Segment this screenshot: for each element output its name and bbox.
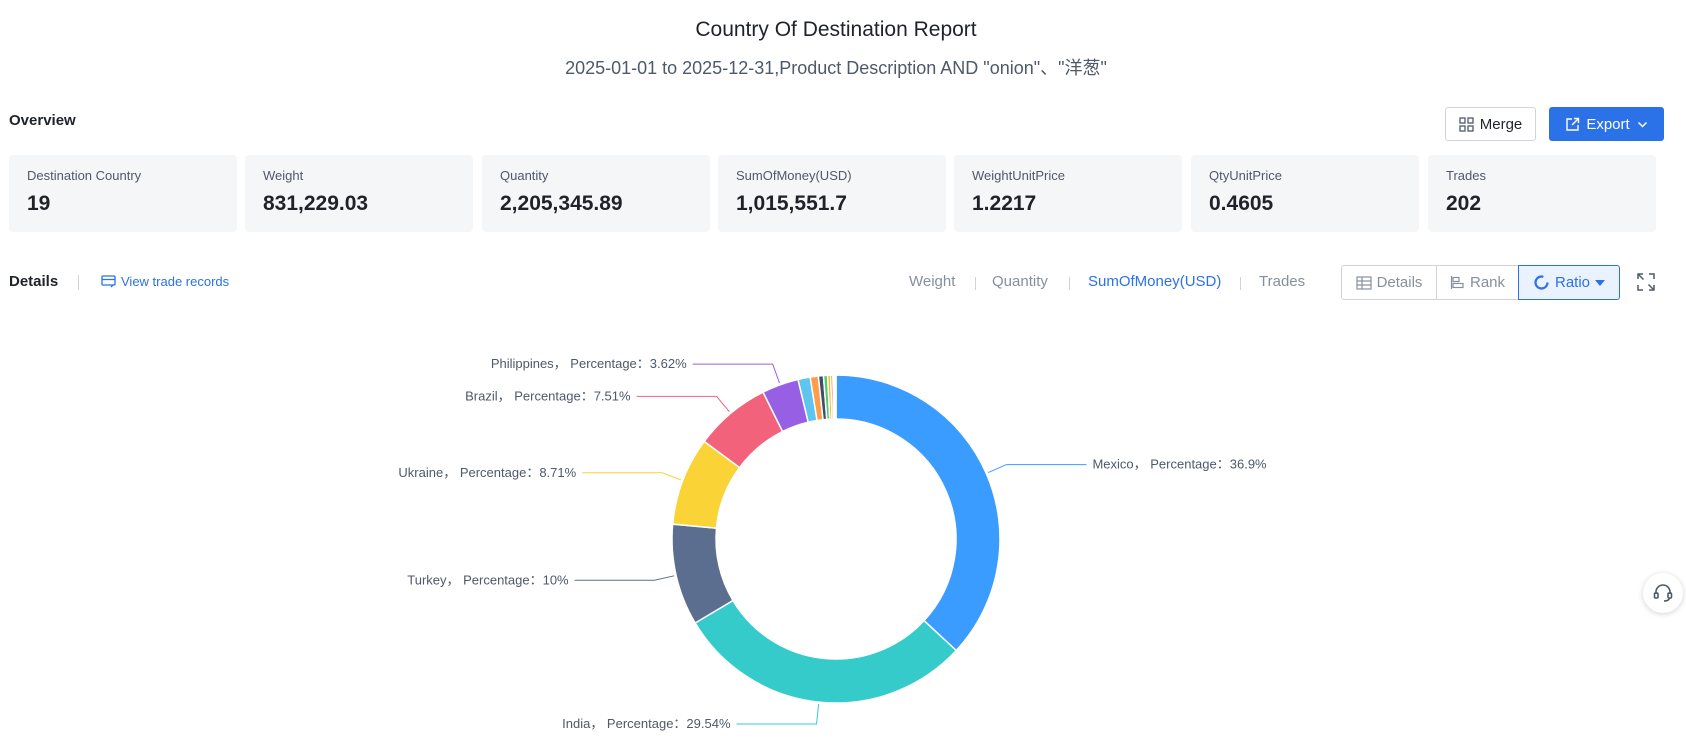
donut-slice-india[interactable] — [694, 599, 958, 704]
merge-button[interactable]: Merge — [1445, 107, 1536, 141]
tab-weight[interactable]: Weight — [909, 273, 956, 290]
stat-value: 0.4605 — [1209, 192, 1274, 215]
tab-trades[interactable]: Trades — [1259, 273, 1306, 290]
view-rank-label: Rank — [1469, 274, 1506, 291]
label-leader-line — [636, 395, 730, 413]
view-trade-records-label: View trade records — [121, 274, 230, 289]
bar-rank-icon — [1450, 275, 1465, 290]
support-button[interactable] — [1643, 573, 1683, 613]
slice-label: Mexico， Percentage：36.9% — [1092, 457, 1267, 472]
stat-value: 19 — [27, 192, 51, 215]
grid-icon — [1459, 116, 1474, 132]
tab-sum-of-money[interactable]: SumOfMoney(USD) — [1088, 273, 1222, 290]
tab-quantity[interactable]: Quantity — [992, 273, 1048, 290]
chevron-down-icon — [1637, 119, 1648, 130]
slice-label: Brazil， Percentage：7.51% — [465, 388, 631, 403]
stat-card-quantity: Quantity 2,205,345.89 — [482, 155, 710, 232]
stat-label: SumOfMoney(USD) — [736, 168, 852, 183]
divider — [78, 275, 79, 290]
label-leader-line — [582, 472, 682, 481]
stat-value: 1.2217 — [972, 192, 1037, 215]
view-details-label: Details — [1376, 274, 1423, 291]
caret-down-icon — [1595, 279, 1606, 287]
stat-value: 1,015,551.7 — [736, 192, 847, 215]
stat-label: QtyUnitPrice — [1209, 168, 1282, 183]
report-subtitle: 2025-01-01 to 2025-12-31,Product Descrip… — [565, 58, 1107, 78]
tab-separator — [1069, 277, 1070, 290]
stat-card-weight-unit-price: WeightUnitPrice 1.2217 — [954, 155, 1182, 232]
ratio-donut-chart: Mexico， Percentage：36.9% India， Percentag… — [398, 356, 1267, 731]
view-trade-records-link[interactable]: View trade records — [101, 274, 229, 289]
stat-label: Weight — [263, 168, 304, 183]
donut-slice-other-13[interactable] — [833, 374, 837, 420]
slice-label: Philippines， Percentage：3.62% — [491, 356, 687, 371]
merge-button-label: Merge — [1479, 115, 1523, 133]
details-heading: Details — [9, 273, 59, 290]
view-ratio-label: Ratio — [1554, 274, 1591, 291]
view-ratio-button[interactable]: Ratio — [1518, 265, 1620, 300]
slice-label: India， Percentage：29.54% — [562, 716, 731, 731]
headset-icon — [1652, 582, 1674, 604]
stat-value: 2,205,345.89 — [500, 192, 623, 215]
expand-icon[interactable] — [1637, 273, 1655, 291]
stat-label: Destination Country — [27, 168, 142, 183]
label-leader-line — [692, 363, 780, 384]
table-icon — [1355, 275, 1372, 290]
label-leader-line — [736, 704, 820, 725]
stat-card-qty-unit-price: QtyUnitPrice 0.4605 — [1191, 155, 1419, 232]
label-leader-line — [574, 575, 675, 581]
overview-stats: Destination Country 19 Weight 831,229.03… — [9, 155, 1656, 232]
stat-value: 831,229.03 — [263, 192, 369, 215]
stat-label: WeightUnitPrice — [972, 168, 1065, 183]
records-icon — [101, 275, 116, 288]
export-icon — [1565, 117, 1580, 132]
stat-card-trades: Trades 202 — [1428, 155, 1656, 232]
report-title: Country Of Destination Report — [695, 18, 977, 41]
stat-label: Quantity — [500, 168, 549, 183]
label-leader-line — [987, 464, 1087, 474]
slice-label: Turkey， Percentage：10% — [407, 572, 569, 587]
stat-label: Trades — [1446, 168, 1486, 183]
stat-value: 202 — [1446, 192, 1482, 215]
view-details-button[interactable]: Details — [1341, 265, 1437, 300]
stat-card-sum-of-money: SumOfMoney(USD) 1,015,551.7 — [718, 155, 946, 232]
overview-heading: Overview — [9, 112, 76, 129]
stat-card-destination-country: Destination Country 19 — [9, 155, 237, 232]
donut-icon — [1533, 274, 1550, 291]
donut-slice-mexico[interactable] — [835, 374, 1001, 652]
slice-label: Ukraine， Percentage：8.71% — [398, 465, 576, 480]
export-button-label: Export — [1586, 115, 1630, 133]
export-button[interactable]: Export — [1549, 107, 1664, 141]
stat-card-weight: Weight 831,229.03 — [245, 155, 473, 232]
tab-separator — [975, 277, 976, 290]
view-rank-button[interactable]: Rank — [1436, 265, 1519, 300]
tab-separator — [1240, 277, 1241, 290]
